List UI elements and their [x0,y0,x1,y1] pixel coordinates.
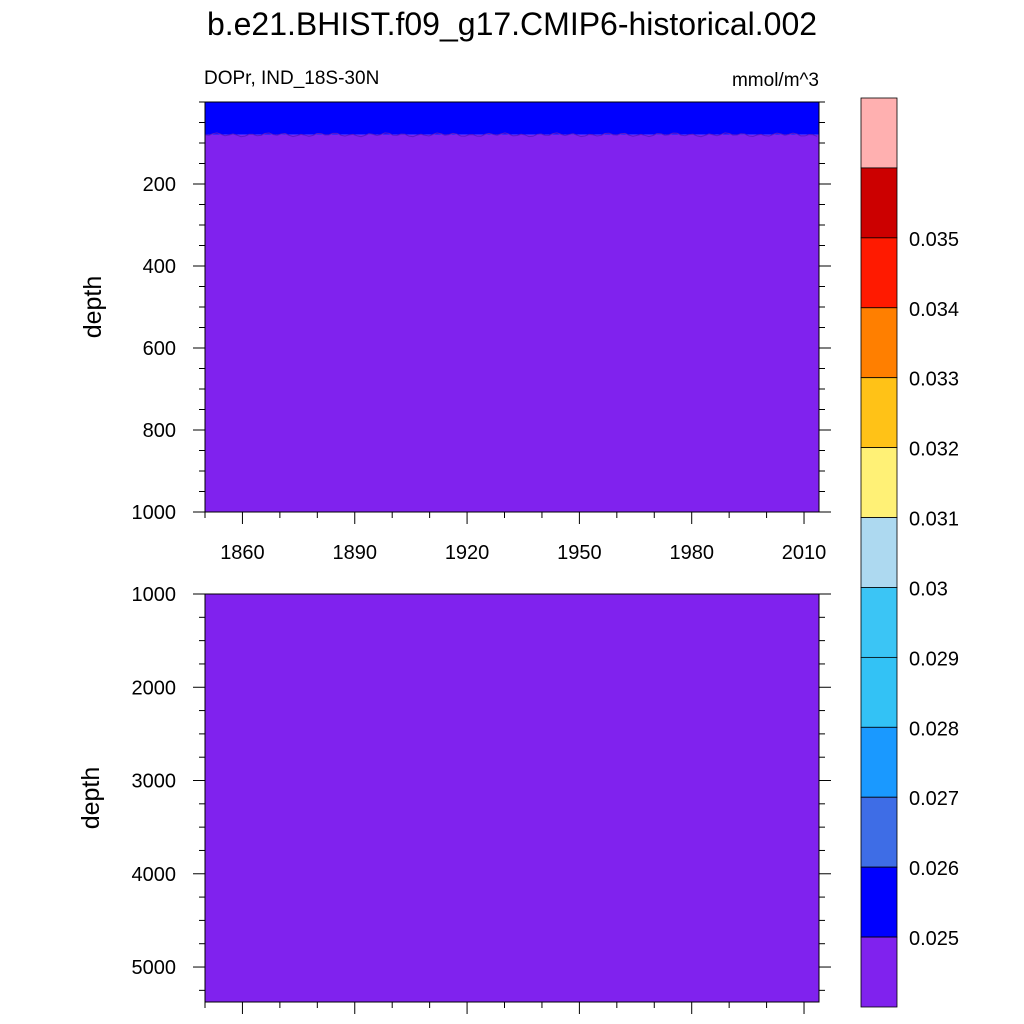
y-tick-label-top: 1000 [132,502,177,524]
x-tick-label: 1980 [669,542,714,564]
colorbar-swatch [860,866,898,938]
colorbar-level-label: 0.033 [909,369,959,391]
colorbar-swatch [860,936,898,1008]
colorbar-level-label: 0.025 [909,928,959,950]
colorbar-level-label: 0.027 [909,788,959,810]
x-tick-label: 1950 [557,542,602,564]
y-tick-label-top: 200 [143,174,176,196]
y-tick-label-bottom: 1000 [132,584,177,606]
x-tick-label: 2010 [782,542,827,564]
colorbar-swatch [860,307,898,379]
colorbar-level-label: 0.034 [909,299,959,321]
y-axis-label-top: depth [79,276,107,339]
colorbar-swatch [860,97,898,169]
contour-line-top [204,132,818,138]
colorbar-swatch [860,517,898,588]
depth-layer-top-1 [205,102,819,135]
colorbar-swatch [860,656,898,728]
y-tick-label-bottom: 3000 [132,771,177,793]
colorbar-swatch [860,237,898,309]
units-subtitle: mmol/m^3 [732,70,819,91]
y-tick-label-bottom: 4000 [132,864,177,886]
colorbar-swatch [860,587,898,658]
colorbar-swatch [860,447,898,518]
upper-depth-panel: 200 400 600 800 1000 [132,101,831,524]
depth-layer-bottom-1 [205,594,819,1002]
colorbar-swatch [860,377,898,449]
colorbar-level-label: 0.035 [909,229,959,251]
lower-depth-panel: 1000 2000 3000 4000 5000 [132,584,831,1014]
y-tick-label-top: 400 [143,256,176,278]
colorbar-level-label: 0.028 [909,718,959,740]
colorbar-level-label: 0.029 [909,648,959,670]
x-tick-label: 1920 [445,542,490,564]
x-tick-label: 1860 [220,542,265,564]
colorbar-level-label: 0.031 [909,509,959,531]
y-axis-label-bottom: depth [77,767,105,830]
colorbar-swatch [860,796,898,868]
year-axis: 1860 1890 1920 1950 1980 2010 [220,542,826,564]
colorbar-swatch [860,726,898,798]
colorbar-swatch [860,167,898,239]
colorbar-level-label: 0.032 [909,439,959,461]
y-tick-label-bottom: 5000 [132,957,177,979]
variable-region-subtitle: DOPr, IND_18S-30N [204,68,379,89]
depth-layer-top-2 [205,134,819,513]
y-tick-label-top: 800 [143,420,176,442]
x-tick-label: 1890 [333,542,378,564]
colorbar: 0.025 0.026 0.027 0.028 0.029 0.03 0.031 0.032 0… [860,97,959,1008]
colorbar-level-label: 0.03 [909,578,948,600]
plot-frame-bottom [204,593,820,1003]
chart-title: b.e21.BHIST.f09_g17.CMIP6-historical.002 [207,6,817,42]
y-tick-label-bottom: 2000 [132,677,177,699]
colorbar-level-label: 0.026 [909,858,959,880]
y-tick-label-top: 600 [143,338,176,360]
